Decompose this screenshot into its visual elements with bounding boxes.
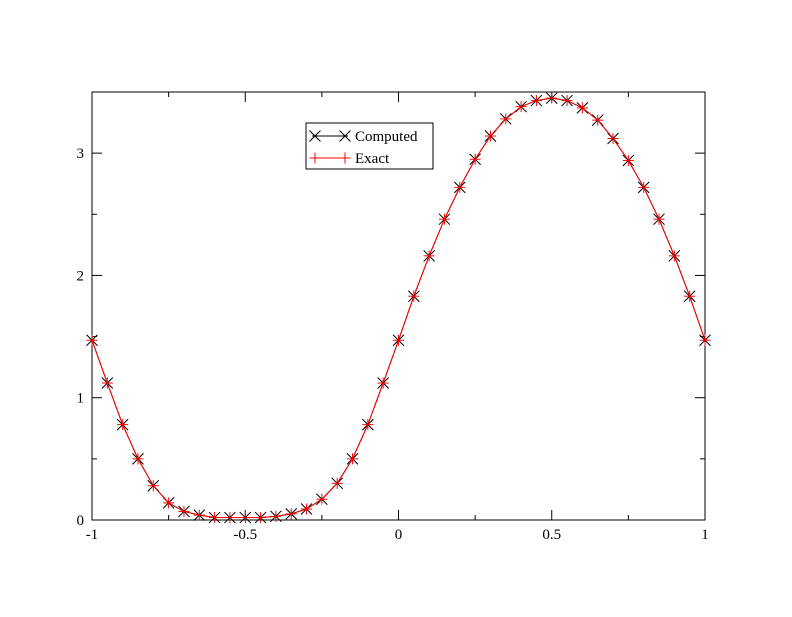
legend-marker	[339, 152, 351, 164]
data-point	[193, 509, 205, 521]
legend-marker	[339, 130, 351, 142]
data-point	[561, 95, 573, 107]
data-point	[224, 512, 236, 524]
data-point	[653, 213, 665, 225]
data-point	[500, 113, 512, 125]
legend-label: Computed	[355, 129, 418, 145]
data-point	[331, 477, 343, 489]
data-point	[454, 181, 466, 193]
data-point	[638, 181, 650, 193]
data-point	[239, 512, 251, 524]
data-point	[668, 250, 680, 262]
x-tick-label: 1	[701, 527, 709, 543]
data-point	[377, 377, 389, 389]
data-point	[622, 154, 634, 166]
data-point	[699, 334, 711, 346]
x-tick-label: 0.5	[542, 527, 561, 543]
legend-marker	[309, 130, 321, 142]
data-point	[362, 419, 374, 431]
data-point	[515, 101, 527, 113]
data-point	[592, 114, 604, 126]
data-point	[285, 508, 297, 520]
data-point	[408, 290, 420, 302]
legend-box	[305, 122, 434, 170]
data-point	[546, 92, 558, 104]
data-point	[423, 250, 435, 262]
marker-stroke	[309, 130, 321, 142]
x-tick-label: -1	[86, 527, 99, 543]
data-point	[469, 153, 481, 165]
data-point	[209, 512, 221, 524]
y-tick-label: 1	[77, 391, 85, 407]
y-tick-label: 3	[77, 146, 85, 162]
data-point	[86, 334, 98, 346]
y-tick-label: 0	[77, 513, 85, 529]
data-point	[438, 213, 450, 225]
data-point	[132, 453, 144, 465]
y-tick-label: 2	[77, 268, 85, 284]
data-point	[101, 377, 113, 389]
data-point	[178, 505, 190, 517]
data-point	[530, 95, 542, 107]
data-point	[393, 334, 404, 346]
data-point	[255, 512, 267, 524]
legend-marker	[309, 152, 321, 164]
x-tick-label: 0	[395, 527, 403, 543]
x-tick-label: -0.5	[233, 527, 257, 543]
data-point	[576, 102, 588, 114]
data-point	[484, 130, 496, 142]
legend-label: Exact	[355, 151, 390, 167]
data-point	[316, 493, 328, 505]
data-point	[147, 480, 159, 492]
marker-stroke	[339, 130, 351, 142]
data-point	[117, 419, 129, 431]
data-point	[301, 503, 313, 515]
data-point	[684, 290, 696, 302]
data-point	[270, 510, 282, 522]
data-point	[347, 453, 359, 465]
data-point	[607, 132, 619, 144]
data-point	[163, 497, 175, 509]
